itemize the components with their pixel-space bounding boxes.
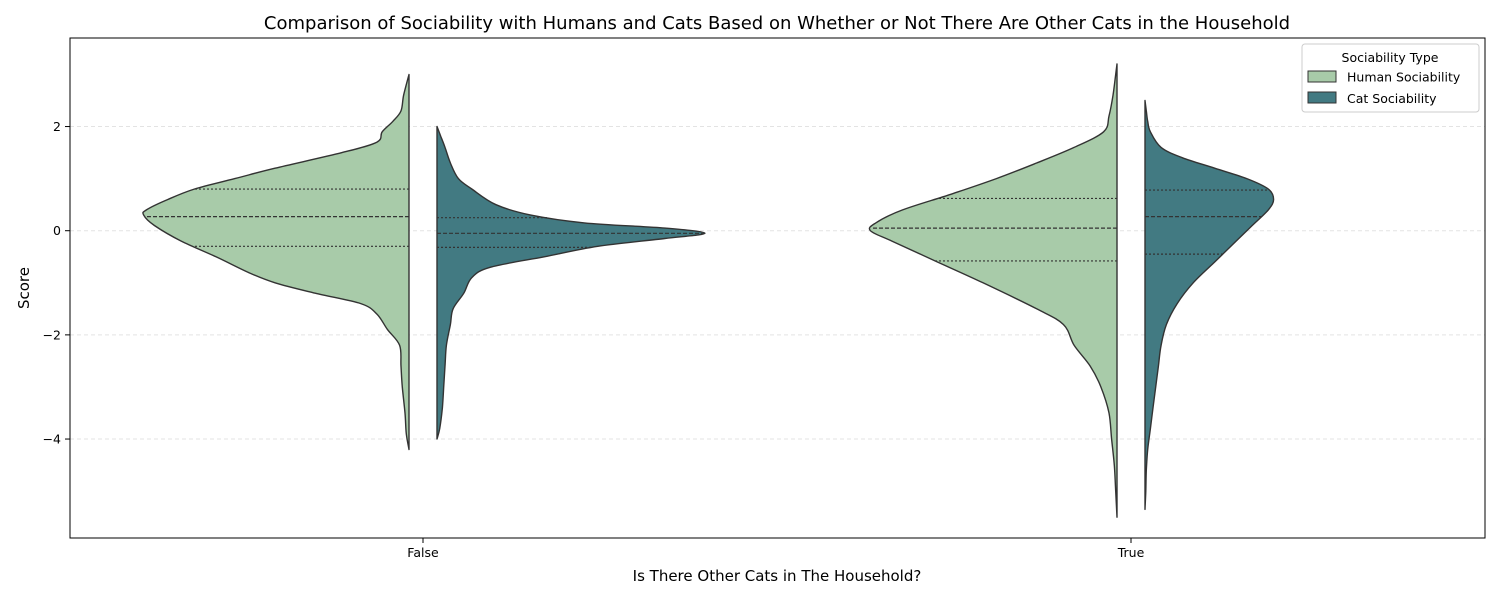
legend-swatch-human — [1307, 70, 1337, 83]
y-tick-label: −2 — [43, 327, 61, 342]
y-tick-label: 0 — [53, 223, 61, 238]
y-tick-label: −4 — [43, 432, 61, 447]
legend-label-human: Human Sociability — [1347, 70, 1461, 85]
plot-frame — [69, 37, 1486, 539]
x-axis: False True — [407, 538, 1145, 560]
cat-violin-true — [1144, 99, 1275, 511]
y-axis-label: Score — [15, 267, 33, 309]
y-tick-label: 2 — [53, 119, 61, 134]
gridlines — [70, 126, 1485, 440]
x-axis-label: Is There Other Cats in The Household? — [633, 567, 922, 585]
legend: Sociability Type Human Sociability Cat S… — [1301, 43, 1480, 113]
x-tick-label: True — [1117, 545, 1145, 560]
x-tick-label: False — [407, 545, 439, 560]
y-axis: −4 −2 0 2 — [43, 119, 70, 447]
cat-violin-false — [436, 125, 706, 440]
legend-swatch-cat — [1307, 91, 1337, 104]
legend-title: Sociability Type — [1342, 50, 1439, 65]
legend-box — [1301, 43, 1480, 113]
human-violin-true — [868, 63, 1118, 518]
legend-label-cat: Cat Sociability — [1347, 91, 1437, 106]
human-violin-false — [142, 73, 410, 451]
chart-title: Comparison of Sociability with Humans an… — [264, 13, 1290, 34]
violins — [142, 63, 1275, 518]
